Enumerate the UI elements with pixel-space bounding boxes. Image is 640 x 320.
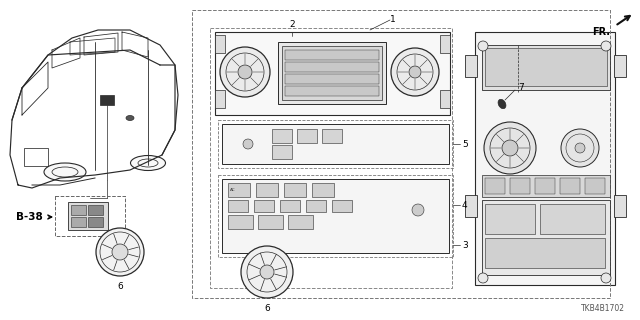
Ellipse shape <box>484 122 536 174</box>
Bar <box>71 205 86 215</box>
Bar <box>282 46 382 100</box>
Bar <box>215 90 225 108</box>
Bar <box>210 28 452 288</box>
Bar <box>285 50 379 60</box>
Bar <box>306 200 326 212</box>
Ellipse shape <box>220 47 270 97</box>
Bar <box>585 178 605 194</box>
Circle shape <box>243 139 253 149</box>
Ellipse shape <box>131 156 166 171</box>
Text: 6: 6 <box>117 282 123 291</box>
Bar <box>100 95 114 105</box>
Bar <box>510 178 530 194</box>
Bar <box>88 217 103 227</box>
Circle shape <box>478 41 488 51</box>
Bar <box>485 178 505 194</box>
Text: TKB4B1702: TKB4B1702 <box>581 304 625 313</box>
Bar <box>482 45 610 90</box>
Ellipse shape <box>126 116 134 121</box>
Bar <box>278 42 386 104</box>
Bar <box>55 196 125 236</box>
Ellipse shape <box>502 140 518 156</box>
Text: 2: 2 <box>289 20 295 29</box>
Circle shape <box>601 273 611 283</box>
Ellipse shape <box>561 129 599 167</box>
Text: 3: 3 <box>462 241 468 250</box>
Bar <box>228 183 250 197</box>
Polygon shape <box>215 32 450 115</box>
Ellipse shape <box>403 195 433 225</box>
Text: 4: 4 <box>462 201 468 210</box>
Bar <box>222 179 449 253</box>
Bar <box>288 215 313 229</box>
Text: 5: 5 <box>462 140 468 148</box>
Bar <box>285 86 379 96</box>
Text: B-38: B-38 <box>16 212 43 222</box>
Text: FR.: FR. <box>592 27 610 37</box>
Bar <box>540 204 605 234</box>
Text: 7: 7 <box>518 83 524 92</box>
Bar <box>215 35 225 53</box>
Bar <box>485 48 607 86</box>
Bar <box>482 200 610 275</box>
Ellipse shape <box>234 130 262 158</box>
Ellipse shape <box>575 143 585 153</box>
Bar <box>465 195 477 217</box>
Bar <box>332 200 352 212</box>
Ellipse shape <box>407 131 433 157</box>
Bar <box>272 129 292 143</box>
Text: AC: AC <box>230 188 236 192</box>
Bar <box>440 90 450 108</box>
Bar <box>228 215 253 229</box>
Bar <box>614 55 626 77</box>
Polygon shape <box>475 32 615 285</box>
Ellipse shape <box>498 99 506 109</box>
Bar <box>485 204 535 234</box>
Bar <box>312 183 334 197</box>
Bar <box>254 200 274 212</box>
Bar <box>285 62 379 72</box>
Ellipse shape <box>238 65 252 79</box>
Bar <box>465 55 477 77</box>
Circle shape <box>96 228 144 276</box>
Bar <box>440 35 450 53</box>
Bar <box>272 145 292 159</box>
Circle shape <box>260 265 274 279</box>
Circle shape <box>478 273 488 283</box>
Bar <box>614 195 626 217</box>
Circle shape <box>241 246 293 298</box>
Bar <box>485 238 605 268</box>
Bar <box>218 120 453 168</box>
Text: 1: 1 <box>390 15 396 24</box>
Bar <box>68 202 108 230</box>
Bar <box>24 148 48 166</box>
Bar <box>322 129 342 143</box>
Bar <box>280 200 300 212</box>
Circle shape <box>412 204 424 216</box>
Bar <box>284 183 306 197</box>
Bar <box>228 200 248 212</box>
Circle shape <box>112 244 128 260</box>
Bar <box>88 205 103 215</box>
Text: 6: 6 <box>264 304 270 313</box>
Circle shape <box>601 41 611 51</box>
Bar <box>482 175 610 197</box>
Ellipse shape <box>391 48 439 96</box>
Bar <box>218 175 453 257</box>
Bar <box>71 217 86 227</box>
Bar <box>222 124 449 164</box>
Ellipse shape <box>44 163 86 181</box>
Bar <box>192 10 610 298</box>
Bar <box>258 215 283 229</box>
Bar <box>297 129 317 143</box>
Bar <box>535 178 555 194</box>
Bar <box>256 183 278 197</box>
Bar <box>560 178 580 194</box>
Bar <box>285 74 379 84</box>
Ellipse shape <box>409 66 421 78</box>
